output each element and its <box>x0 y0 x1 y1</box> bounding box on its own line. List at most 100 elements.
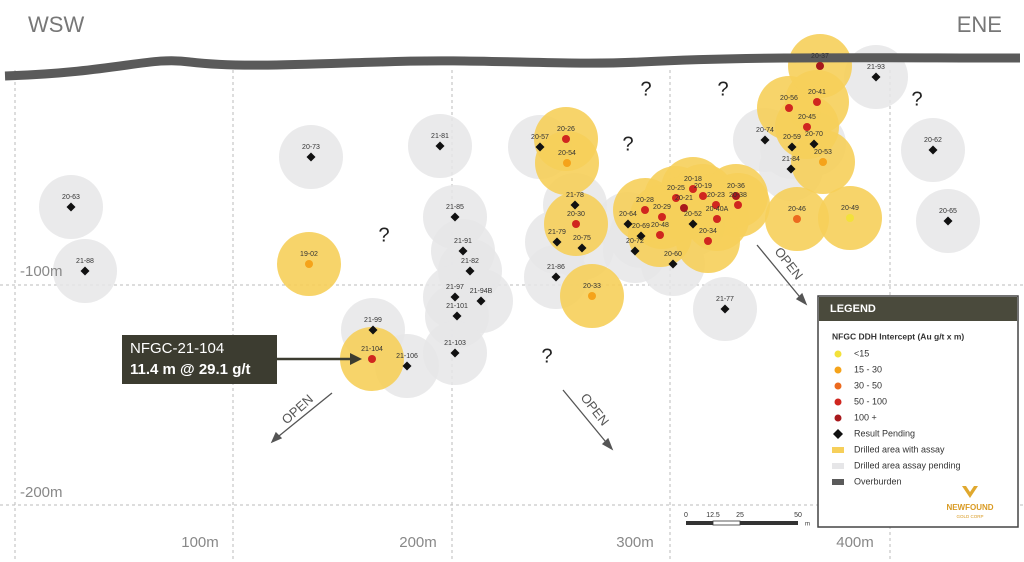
pending-hole <box>928 145 938 155</box>
legend-label: 30 - 50 <box>854 380 882 390</box>
hole-label: 20-74 <box>756 127 774 134</box>
assay-hole <box>734 201 742 209</box>
unknown: ? <box>911 88 922 110</box>
pending-hole <box>402 361 412 371</box>
depth-label: -200m <box>20 484 63 501</box>
distance-label: 300m <box>616 534 654 551</box>
direction-left: WSW <box>28 12 84 37</box>
pending-hole <box>66 202 76 212</box>
assay-hole <box>732 192 740 200</box>
hole-label: 21-84 <box>782 156 800 163</box>
pending-hole <box>787 142 797 152</box>
scale-segment <box>712 520 741 526</box>
hole-label: 20-29 <box>653 204 671 211</box>
unknown: ? <box>640 78 651 100</box>
hole-label: 20-41 <box>808 89 826 96</box>
pending-hole <box>306 152 316 162</box>
holes: 20-63 21-88 20-73 19-02 21-99 21-104 21-106 21-… <box>62 53 957 371</box>
hole-label: 21-88 <box>76 258 94 265</box>
pending-hole <box>552 237 562 247</box>
hole-label: 20-33 <box>583 283 601 290</box>
hole-label: 20-69 <box>632 223 650 230</box>
legend-diamond <box>833 429 843 439</box>
hole-label: 20-30 <box>567 211 585 218</box>
hole-label: 20-59 <box>783 134 801 141</box>
hole-label: 21-101 <box>446 303 468 310</box>
hole-label: 20-52 <box>684 211 702 218</box>
assay-hole <box>699 192 707 200</box>
assay-hole <box>803 123 811 131</box>
open-arrow <box>562 389 611 448</box>
pending-hole <box>535 142 545 152</box>
pending-hole <box>760 135 770 145</box>
legend-label: Overburden <box>854 476 902 486</box>
hole-label: 20-70 <box>805 131 823 138</box>
hole-label: 20-36 <box>727 183 745 190</box>
hole-label: 20-48 <box>651 222 669 229</box>
hole-label: 20-37 <box>811 53 829 60</box>
legend-label: Result Pending <box>854 428 915 438</box>
arrowhead <box>795 292 808 306</box>
hole-label: 20-40A <box>706 206 729 213</box>
pending-hole <box>465 266 475 276</box>
legend-swatch <box>832 479 844 485</box>
hole-label: 21-91 <box>454 238 472 245</box>
pending-hole <box>551 272 561 282</box>
assay-hole <box>813 98 821 106</box>
hole-label: 20-45 <box>798 114 816 121</box>
pending-hole <box>786 164 796 174</box>
hole-label: 21-103 <box>444 340 466 347</box>
scale-tick: 25 <box>736 512 744 519</box>
arrowhead <box>601 437 614 451</box>
hole-label: 20-49 <box>841 205 859 212</box>
assay-hole <box>572 220 580 228</box>
callout-intercept: 11.4 m @ 29.1 g/t <box>130 361 251 378</box>
hole-label: 20-26 <box>557 126 575 133</box>
assay-hole <box>641 206 649 214</box>
overburden <box>4 53 1021 81</box>
hole-label: 21-97 <box>446 284 464 291</box>
assay-hole <box>819 158 827 166</box>
hole-label: 20-38 <box>729 192 747 199</box>
assay-hole <box>846 214 854 222</box>
hole-label: 21-94B <box>470 288 493 295</box>
direction-right: ENE <box>957 12 1002 37</box>
pending-hole <box>452 311 462 321</box>
assay-hole <box>562 135 570 143</box>
assay-hole <box>658 213 666 221</box>
scale-tick: 50 <box>794 512 802 519</box>
unknown: ? <box>541 345 552 367</box>
hole-label: 20-18 <box>684 176 702 183</box>
logo-name: NEWFOUND <box>946 503 993 512</box>
hole-label: 21-86 <box>547 264 565 271</box>
unknowns: ?????? <box>378 78 922 367</box>
hole-label: 20-57 <box>531 134 549 141</box>
callout-hole: NFGC-21-104 <box>130 340 224 357</box>
callout-arrowhead <box>350 353 362 365</box>
hole-label: 20-23 <box>707 192 725 199</box>
legend-swatch <box>832 447 844 453</box>
pending-hole <box>450 212 460 222</box>
open-label: OPEN <box>578 390 613 428</box>
assay-hole <box>793 215 801 223</box>
hole-label: 21-79 <box>548 229 566 236</box>
legend-subtitle: NFGC DDH Intercept (Au g/t x m) <box>832 331 964 341</box>
legend-marker <box>834 366 842 374</box>
arrowhead <box>270 431 283 444</box>
pending-hole <box>943 216 953 226</box>
assay-hole <box>816 62 824 70</box>
assay-hole <box>689 185 697 193</box>
legend-marker <box>834 382 842 390</box>
hole-label: 20-56 <box>780 95 798 102</box>
callout-box <box>122 335 277 384</box>
hole-label: 20-19 <box>694 183 712 190</box>
pending-hole <box>435 141 445 151</box>
legend-label: Drilled area assay pending <box>854 460 961 470</box>
unknown: ? <box>378 224 389 246</box>
logo-mark <box>962 486 978 498</box>
assay-hole <box>563 159 571 167</box>
pending-hole <box>450 292 460 302</box>
pending-hole <box>458 246 468 256</box>
hole-label: 20-60 <box>664 251 682 258</box>
